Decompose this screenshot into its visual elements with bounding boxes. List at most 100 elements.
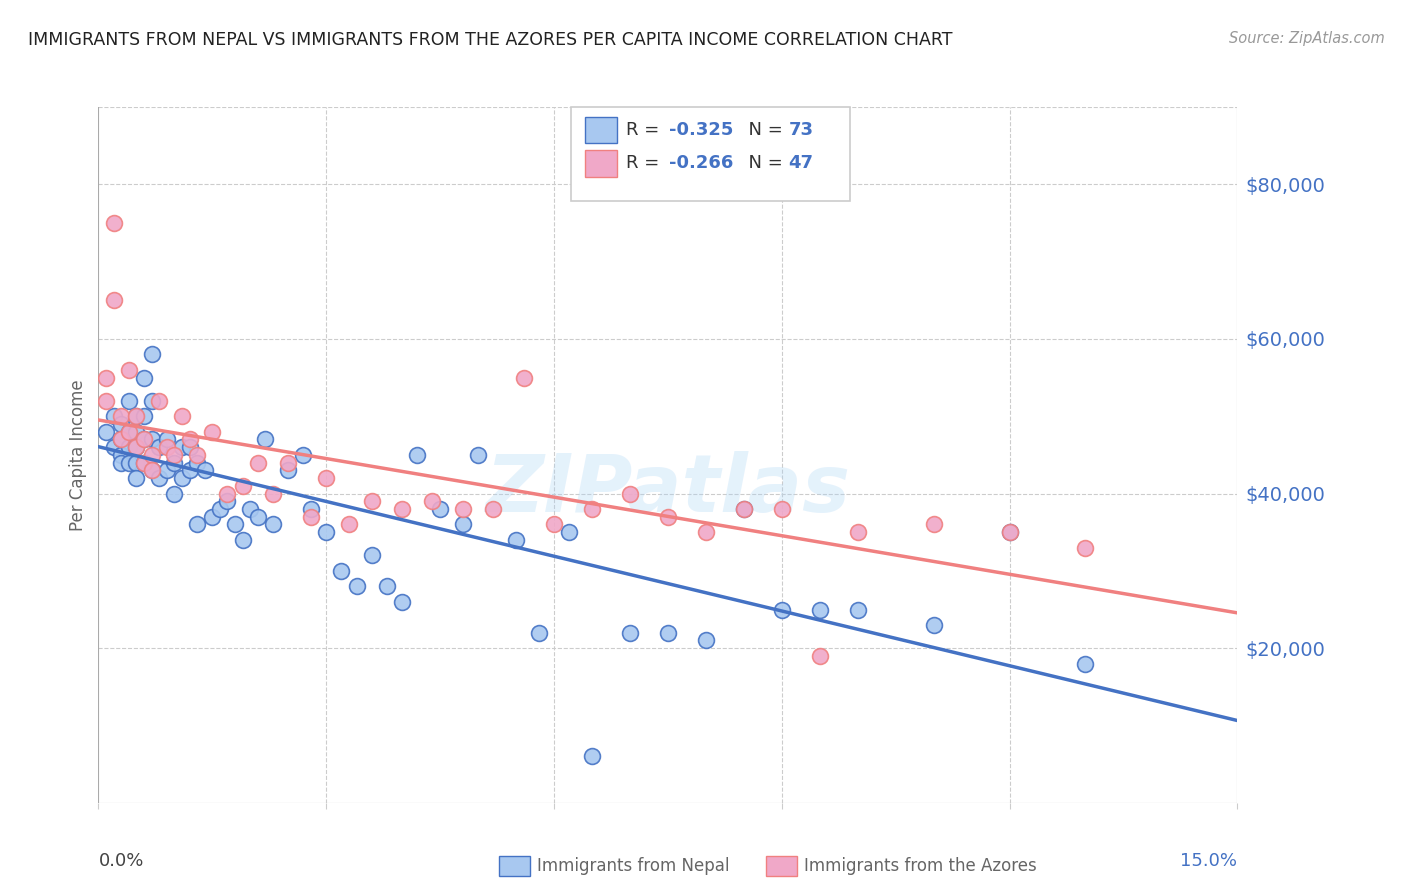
- Text: 15.0%: 15.0%: [1180, 852, 1237, 870]
- Text: -0.266: -0.266: [669, 154, 734, 172]
- Point: [1074, 541, 1097, 555]
- Point: [581, 502, 603, 516]
- Point: [194, 463, 217, 477]
- Point: [232, 479, 254, 493]
- Point: [217, 486, 239, 500]
- Text: ZIPatlas: ZIPatlas: [485, 450, 851, 529]
- Point: [186, 456, 208, 470]
- Point: [125, 440, 148, 454]
- Point: [277, 456, 299, 470]
- Point: [391, 502, 413, 516]
- Point: [922, 618, 945, 632]
- Point: [179, 463, 201, 477]
- Point: [201, 425, 224, 439]
- Point: [186, 517, 208, 532]
- Point: [360, 549, 382, 563]
- Point: [163, 448, 186, 462]
- Point: [103, 216, 125, 230]
- Text: -0.325: -0.325: [669, 121, 734, 139]
- FancyBboxPatch shape: [585, 150, 617, 177]
- Point: [118, 363, 141, 377]
- Point: [170, 471, 193, 485]
- Point: [346, 579, 368, 593]
- Point: [125, 440, 148, 454]
- Point: [543, 517, 565, 532]
- Point: [360, 494, 382, 508]
- Point: [451, 502, 474, 516]
- Point: [217, 494, 239, 508]
- Point: [657, 509, 679, 524]
- Point: [170, 440, 193, 454]
- Point: [224, 517, 246, 532]
- Text: Immigrants from the Azores: Immigrants from the Azores: [804, 857, 1038, 875]
- Point: [179, 440, 201, 454]
- Point: [315, 525, 337, 540]
- Point: [375, 579, 398, 593]
- Point: [262, 486, 284, 500]
- FancyBboxPatch shape: [571, 107, 851, 201]
- Point: [141, 433, 163, 447]
- Point: [125, 471, 148, 485]
- Point: [998, 525, 1021, 540]
- Point: [118, 425, 141, 439]
- Point: [846, 525, 869, 540]
- Text: IMMIGRANTS FROM NEPAL VS IMMIGRANTS FROM THE AZORES PER CAPITA INCOME CORRELATIO: IMMIGRANTS FROM NEPAL VS IMMIGRANTS FROM…: [28, 31, 953, 49]
- Point: [186, 448, 208, 462]
- Point: [808, 648, 831, 663]
- Point: [527, 625, 550, 640]
- Point: [132, 370, 155, 384]
- Point: [132, 433, 155, 447]
- Point: [770, 602, 793, 616]
- Point: [277, 463, 299, 477]
- Text: N =: N =: [737, 121, 789, 139]
- Point: [246, 456, 269, 470]
- Point: [330, 564, 353, 578]
- Point: [292, 448, 315, 462]
- Point: [179, 433, 201, 447]
- Point: [505, 533, 527, 547]
- Point: [118, 393, 141, 408]
- Point: [391, 595, 413, 609]
- Point: [619, 486, 641, 500]
- Point: [846, 602, 869, 616]
- Point: [695, 633, 717, 648]
- Point: [141, 448, 163, 462]
- Point: [299, 509, 322, 524]
- Point: [110, 448, 132, 462]
- Point: [94, 425, 117, 439]
- Point: [110, 433, 132, 447]
- Point: [125, 425, 148, 439]
- Text: Source: ZipAtlas.com: Source: ZipAtlas.com: [1229, 31, 1385, 46]
- Point: [239, 502, 262, 516]
- Point: [770, 502, 793, 516]
- Point: [733, 502, 755, 516]
- Point: [156, 433, 179, 447]
- Point: [922, 517, 945, 532]
- Point: [125, 456, 148, 470]
- Point: [1074, 657, 1097, 671]
- Point: [163, 486, 186, 500]
- Point: [156, 440, 179, 454]
- Text: 0.0%: 0.0%: [98, 852, 143, 870]
- Point: [422, 494, 444, 508]
- Point: [118, 425, 141, 439]
- Point: [118, 440, 141, 454]
- Point: [103, 409, 125, 424]
- Point: [148, 471, 170, 485]
- Point: [125, 409, 148, 424]
- Text: 73: 73: [789, 121, 814, 139]
- Point: [201, 509, 224, 524]
- Point: [406, 448, 429, 462]
- Point: [141, 463, 163, 477]
- Point: [148, 440, 170, 454]
- Point: [94, 370, 117, 384]
- Point: [156, 463, 179, 477]
- Text: R =: R =: [626, 121, 665, 139]
- Point: [337, 517, 360, 532]
- Text: N =: N =: [737, 154, 789, 172]
- Point: [170, 409, 193, 424]
- Point: [110, 409, 132, 424]
- Point: [299, 502, 322, 516]
- Point: [208, 502, 231, 516]
- Point: [619, 625, 641, 640]
